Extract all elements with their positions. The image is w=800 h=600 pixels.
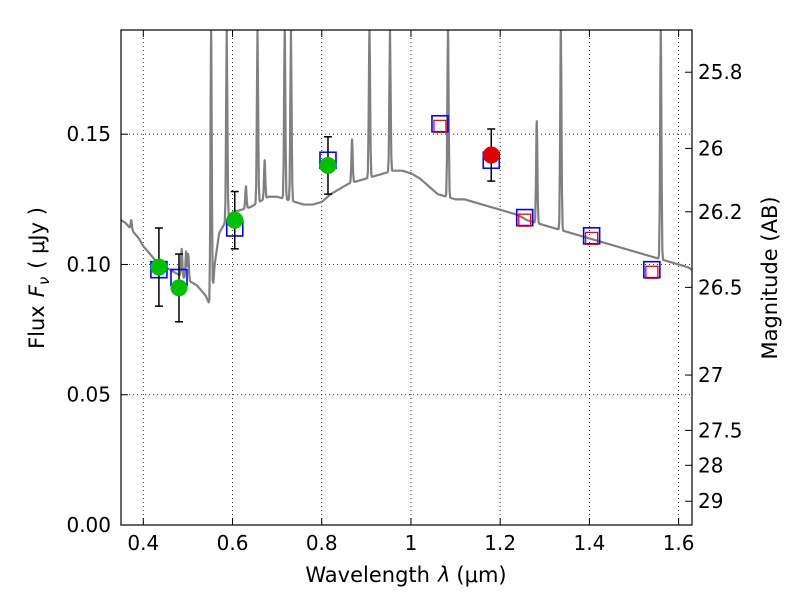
x-tick-label: 0.4 <box>127 531 159 555</box>
axis-ticks: 0.4 0.6 0.8 1 1.2 1.4 1.6 0.00 0.05 0.10 0.15 25.8 2… <box>66 30 743 555</box>
y-axis-label: FluxFν( μJy ) <box>25 207 53 349</box>
magnitude-tick-label: 26 <box>698 136 723 160</box>
magnitude-tick-label: 27.5 <box>698 418 743 442</box>
upper-limit-square <box>518 213 532 227</box>
magnitude-axis-label: Magnitude (AB) <box>758 196 782 359</box>
magnitude-tick-label: 26.5 <box>698 275 743 299</box>
y-tick-label: 0.15 <box>66 122 111 146</box>
observed-point <box>226 211 244 229</box>
magnitude-tick-label: 28 <box>698 453 723 477</box>
x-tick-label: 0.8 <box>306 531 338 555</box>
data-points <box>150 114 661 323</box>
upper-limit-square <box>584 231 599 246</box>
model-spectrum-line <box>121 30 692 304</box>
y-tick-label: 0.10 <box>66 252 111 276</box>
magnitude-tick-label: 29 <box>698 489 723 513</box>
upper-limit-square <box>433 119 447 134</box>
y-tick-label: 0.05 <box>66 383 111 407</box>
magnitude-tick-label: 26.2 <box>698 200 743 224</box>
grid <box>121 30 692 526</box>
x-tick-label: 1.4 <box>573 531 605 555</box>
x-axis-label: Wavelength λ (μm) <box>305 563 506 587</box>
observed-point <box>150 258 168 276</box>
x-tick-label: 1 <box>405 531 418 555</box>
magnitude-tick-label: 27 <box>698 363 723 387</box>
model-spectrum <box>121 30 692 304</box>
observed-point <box>482 146 500 164</box>
plot-frame <box>120 29 693 526</box>
x-tick-label: 1.6 <box>663 531 695 555</box>
x-tick-label: 1.2 <box>484 531 516 555</box>
observed-point <box>319 156 337 174</box>
observed-point <box>170 279 188 297</box>
magnitude-tick-label: 25.8 <box>698 60 743 84</box>
y-tick-label: 0.00 <box>66 513 111 537</box>
x-tick-label: 0.6 <box>217 531 249 555</box>
upper-limit-square <box>645 265 659 279</box>
